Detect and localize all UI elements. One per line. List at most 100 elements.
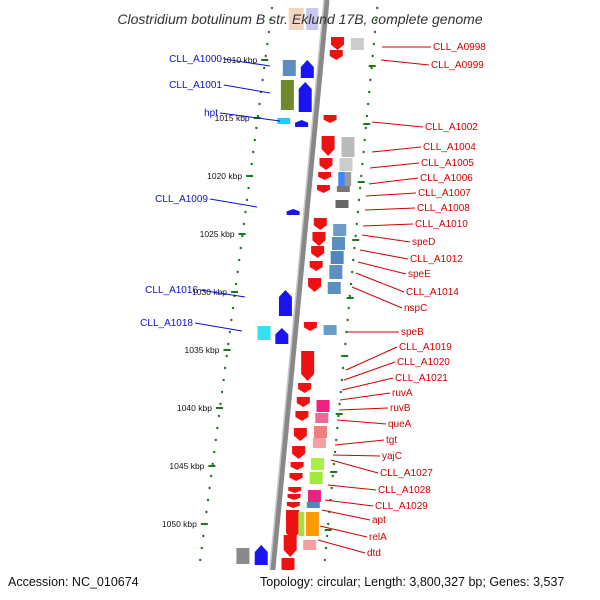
gene-label: CLL_A0998	[433, 42, 486, 53]
reverse-gene-box	[303, 540, 317, 550]
gene-arrow-reverse	[295, 411, 309, 421]
gene-label: apt	[372, 515, 386, 526]
gene-arrow-reverse	[312, 232, 326, 246]
leader-line	[368, 177, 419, 185]
ring-dot	[250, 162, 253, 166]
gene-arrow-forward	[254, 545, 268, 565]
reverse-gene-box	[327, 282, 341, 294]
reverse-gene-box	[306, 502, 320, 508]
gene-arrow-reverse	[296, 397, 310, 407]
ring-dot	[336, 426, 339, 430]
ring-dot	[270, 6, 274, 10]
ring-dot	[356, 210, 360, 214]
ring-dot	[339, 390, 342, 394]
reverse-gene-box	[305, 512, 319, 536]
kbp-label: 1040 kbp	[177, 403, 212, 413]
ring-dot	[360, 174, 363, 178]
ring-dot	[365, 114, 369, 118]
ring-dot	[236, 270, 239, 274]
reverse-gene-box	[336, 186, 350, 192]
kbp-label: 1015 kbp	[215, 113, 250, 123]
reverse-gene-box	[339, 158, 353, 171]
ring-dot	[245, 198, 249, 202]
kbp-label: 1050 kbp	[162, 519, 197, 529]
ring-dot	[242, 222, 246, 226]
reverse-gene-box	[329, 265, 343, 279]
ring-dot	[376, 6, 379, 10]
gene-label: speE	[408, 269, 431, 280]
reverse-gene-box	[315, 413, 329, 423]
gene-arrow-reverse	[293, 428, 307, 441]
ring-dot	[203, 522, 207, 526]
leader-line	[319, 525, 368, 538]
gene-arrow-reverse	[286, 502, 300, 508]
accession-text: Accession: NC_010674	[8, 575, 139, 589]
gene-arrow-forward	[295, 120, 309, 127]
ring-dot	[362, 150, 365, 154]
forward-gene-box	[282, 60, 296, 76]
gene-arrow-reverse	[319, 158, 333, 170]
leader-line	[343, 361, 396, 381]
leader-line	[362, 223, 414, 227]
gene-arrow-reverse	[287, 494, 301, 500]
gene-arrow-reverse	[292, 446, 306, 459]
gene-label: CLL_A0999	[431, 60, 484, 71]
ring-dot	[349, 282, 353, 286]
dotted-ring-layer	[194, 6, 379, 598]
ring-dot	[227, 342, 230, 346]
gene-arrow-reverse	[308, 278, 322, 292]
gene-arrow-reverse	[289, 473, 303, 481]
reverse-gene-box	[307, 490, 321, 502]
gene-label: speD	[412, 237, 435, 248]
gene-arrow-reverse	[283, 535, 297, 557]
gene-label: ruvA	[392, 388, 413, 399]
ring-dot	[209, 474, 213, 478]
gene-arrow-reverse	[303, 322, 317, 331]
ring-dot	[327, 522, 330, 526]
ring-dot	[333, 450, 337, 454]
ring-dot	[206, 498, 210, 502]
kbp-label: 1025 kbp	[200, 229, 235, 239]
ring-dot	[228, 330, 232, 334]
gene-arrow-reverse	[288, 487, 302, 493]
gene-label: CLL_A1007	[418, 188, 471, 199]
gene-label: CLL_A1010	[415, 219, 468, 230]
gene-label: CLL_A1006	[420, 173, 473, 184]
reverse-gene-box	[350, 38, 364, 50]
ring-dot	[366, 102, 370, 106]
leader-line	[223, 84, 271, 94]
leader-line	[371, 146, 422, 153]
ring-dot	[253, 138, 256, 142]
gene-arrow-forward	[298, 82, 312, 112]
ring-dot	[202, 534, 205, 538]
gene-arrow-reverse	[330, 37, 344, 50]
leader-line	[199, 289, 246, 298]
leader-line	[345, 346, 398, 371]
ring-dot	[225, 354, 228, 358]
ring-dot	[347, 306, 350, 310]
leader-line	[321, 509, 371, 521]
gene-label: CLL_A1018	[140, 318, 193, 329]
leader-line	[339, 392, 391, 401]
ring-dot	[269, 18, 272, 22]
ring-dot	[364, 126, 368, 130]
reverse-gene-box	[333, 224, 347, 236]
gene-label: tgt	[386, 435, 397, 446]
ring-dot	[373, 30, 377, 34]
leader-line	[334, 439, 385, 446]
gene-arrow-reverse	[311, 246, 325, 258]
gene-label: CLL_A1001	[169, 80, 222, 91]
ring-dot	[267, 30, 271, 34]
ring-dot	[213, 450, 216, 454]
reverse-gene-box	[314, 426, 328, 438]
leader-line	[324, 499, 374, 507]
ring-dot	[332, 462, 336, 466]
leader-line	[380, 59, 430, 66]
reverse-gene-box	[309, 472, 323, 484]
forward-gene-box	[306, 8, 319, 30]
reverse-gene-box	[323, 325, 337, 335]
ring-dot	[219, 402, 222, 406]
gene-label: CLL_A1005	[421, 158, 474, 169]
gene-label: CLL_A1016	[145, 285, 198, 296]
